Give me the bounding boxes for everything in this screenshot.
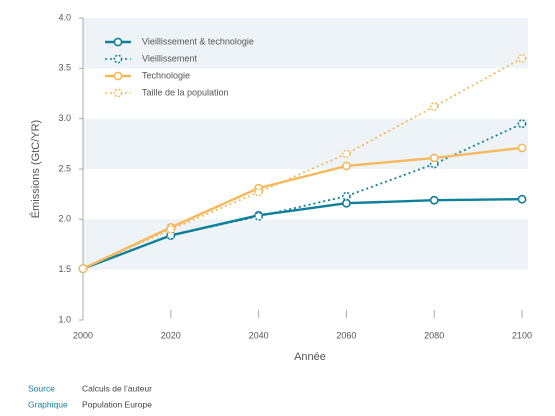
legend-marker xyxy=(113,37,123,47)
legend-label: Vieillissement & technologie xyxy=(142,36,254,46)
series-marker xyxy=(254,211,263,221)
legend-label: Taille de la population xyxy=(142,87,229,97)
series-marker xyxy=(429,102,439,111)
legend-label: Technologie xyxy=(142,70,190,80)
x-tick-label: 2000 xyxy=(73,330,93,340)
series-marker xyxy=(517,143,527,153)
legend-label: Vieillissement xyxy=(142,53,197,63)
series-marker xyxy=(166,231,176,240)
series-line xyxy=(82,198,523,270)
footer-label: Graphique xyxy=(28,399,68,409)
y-tick-label: 3.0 xyxy=(58,113,71,123)
x-axis-title: Année xyxy=(294,351,326,363)
x-tick-label: 2040 xyxy=(249,330,269,340)
series-marker xyxy=(341,149,351,159)
series-marker xyxy=(517,53,527,63)
footer-text: Calculs de l’auteur xyxy=(82,383,152,393)
y-axis-title: Émissions (GtC/YR) xyxy=(29,120,42,218)
series-marker xyxy=(341,161,351,171)
footer-text: Population Europe xyxy=(82,399,152,409)
x-tick-label: 2100 xyxy=(512,330,532,340)
series-marker xyxy=(341,198,351,208)
x-tick-label: 2060 xyxy=(336,330,356,340)
y-tick-label: 2.0 xyxy=(58,214,71,224)
x-tick-label: 2020 xyxy=(161,330,181,340)
x-tick-label: 2080 xyxy=(424,330,444,340)
series-marker xyxy=(429,159,439,169)
series-marker xyxy=(517,194,527,204)
series-marker xyxy=(341,191,351,201)
series-line xyxy=(82,146,523,270)
series-marker xyxy=(429,153,439,163)
series-marker xyxy=(517,119,527,129)
grid-band xyxy=(83,18,528,69)
legend-marker xyxy=(113,54,123,64)
y-tick-label: 4.0 xyxy=(58,12,71,22)
series-marker xyxy=(78,264,88,274)
y-tick-label: 2.5 xyxy=(58,163,71,173)
series-line xyxy=(82,57,523,270)
y-tick-label: 1.0 xyxy=(58,314,71,324)
y-tick-label: 3.5 xyxy=(58,63,71,73)
series-marker xyxy=(166,224,176,234)
footer-label: Source xyxy=(28,383,55,393)
grid-band xyxy=(83,118,528,169)
y-tick-label: 1.5 xyxy=(58,264,71,274)
legend-marker xyxy=(113,88,123,98)
series-marker xyxy=(254,187,263,197)
grid-band xyxy=(83,219,528,270)
series-marker xyxy=(429,195,439,205)
legend-marker xyxy=(113,71,123,81)
